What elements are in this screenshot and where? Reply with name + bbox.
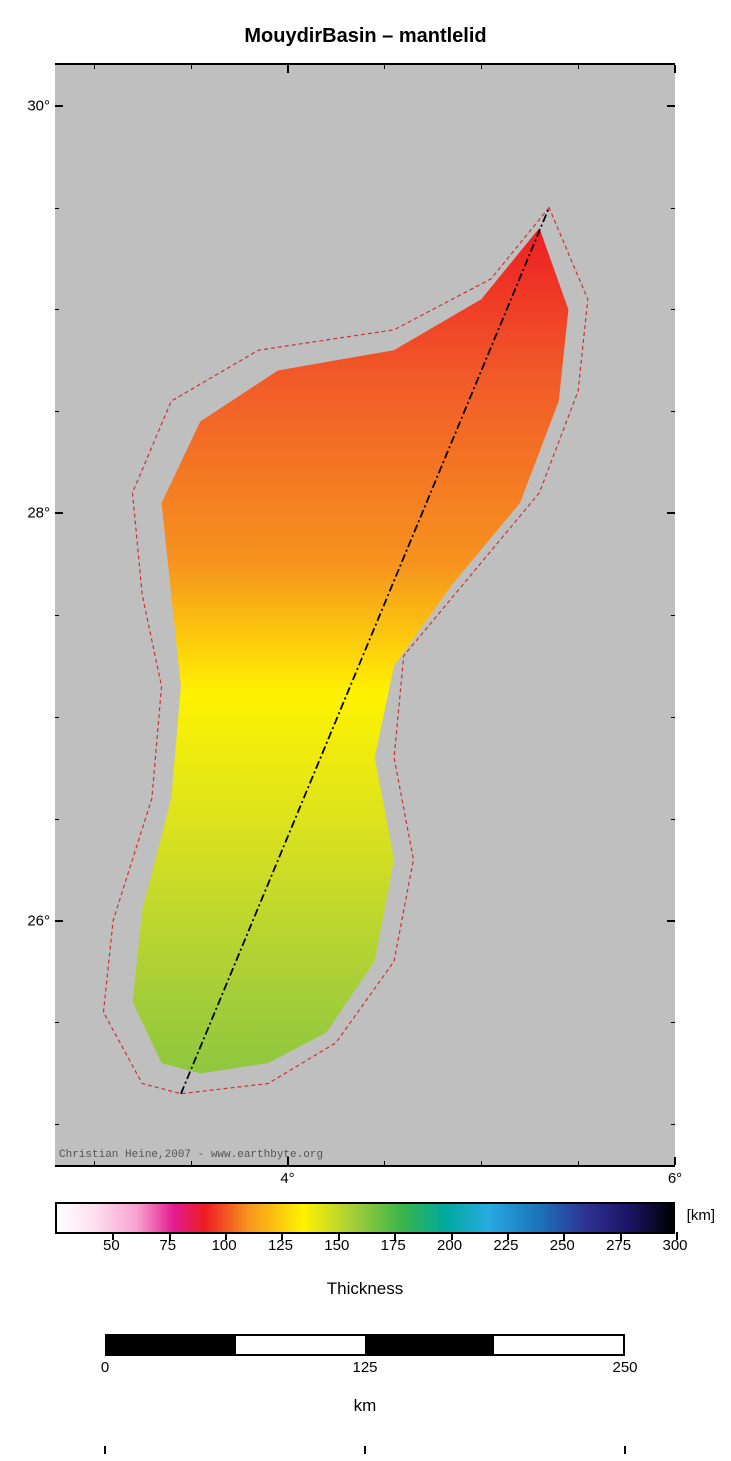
colorbar-tick-label: 125 — [268, 1237, 293, 1254]
colorbar-tick-label: 175 — [381, 1237, 406, 1254]
colorbar-tick-label: 300 — [662, 1237, 687, 1254]
colorbar-tick-label: 75 — [159, 1237, 176, 1254]
scalebar-title: km — [105, 1396, 625, 1446]
x-tick-label: 6° — [668, 1170, 682, 1187]
colorbar — [55, 1202, 675, 1234]
y-tick-label: 28° — [10, 505, 50, 522]
x-tick-label: 4° — [280, 1170, 294, 1187]
colorbar-tick-label: 100 — [212, 1237, 237, 1254]
colorbar-unit: [km] — [687, 1207, 715, 1224]
colorbar-tick-label: 275 — [606, 1237, 631, 1254]
scalebar-tick-label: 250 — [612, 1359, 637, 1376]
scalebar-tick-label: 125 — [352, 1359, 377, 1376]
scalebar — [105, 1334, 625, 1356]
colorbar-tick-label: 50 — [103, 1237, 120, 1254]
scalebar-tick-label: 0 — [101, 1359, 109, 1376]
colorbar-tick-label: 200 — [437, 1237, 462, 1254]
figure: MouydirBasin – mantlelid Christian Heine… — [0, 0, 731, 1446]
map-plot-area: Christian Heine,2007 - www.earthbyte.org… — [55, 63, 675, 1167]
y-tick-label: 26° — [10, 912, 50, 929]
colorbar-container: [km] Thickness 5075100125150175200225250… — [55, 1202, 675, 1299]
colorbar-tick-label: 225 — [493, 1237, 518, 1254]
scalebar-container: km 0125250 — [105, 1334, 625, 1446]
colorbar-title: Thickness — [55, 1279, 675, 1299]
colorbar-tick-label: 150 — [324, 1237, 349, 1254]
y-tick-label: 30° — [10, 97, 50, 114]
credit-text: Christian Heine,2007 - www.earthbyte.org — [59, 1149, 323, 1161]
map-svg — [55, 65, 675, 1165]
plot-title: MouydirBasin – mantlelid — [0, 0, 731, 63]
colorbar-tick-label: 250 — [550, 1237, 575, 1254]
colorbar-gradient — [57, 1204, 673, 1232]
